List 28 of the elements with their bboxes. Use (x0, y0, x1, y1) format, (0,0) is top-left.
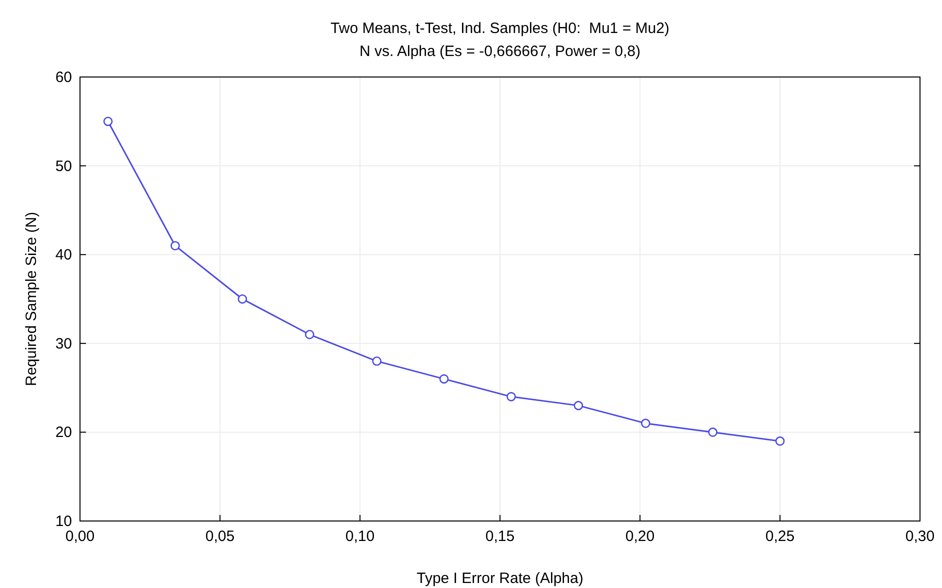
y-tick-label: 60 (55, 69, 72, 86)
point (506, 392, 516, 402)
point (304, 330, 314, 340)
x-tick-label: 0,25 (765, 528, 795, 545)
x-tick-label: 0,20 (625, 528, 655, 545)
point (103, 116, 113, 126)
point (708, 428, 718, 437)
y-tick-label: 30 (55, 335, 72, 352)
y-tick-label: 10 (55, 513, 72, 530)
chart-title: Two Means, t-Test, Ind. Samples (H0: Mu1 = Mu2) (330, 20, 670, 37)
chart-subtitle: N vs. Alpha (Es = -0,666667, Power = 0,8) (360, 43, 640, 60)
x-tick-label: 0,30 (905, 528, 935, 545)
x-axis-title: Type I Error Rate (Alpha) (416, 570, 584, 587)
y-axis-title: Required Sample Size (N) (23, 212, 40, 386)
point (574, 400, 584, 410)
y-tick-label: 50 (55, 158, 72, 175)
y-tick-label: 20 (55, 424, 72, 442)
x-tick-label: 0,15 (485, 528, 515, 545)
point (775, 436, 785, 446)
x-tick-label: 0,00 (65, 528, 95, 545)
point (439, 374, 449, 384)
point (170, 241, 180, 250)
point (640, 418, 650, 428)
x-tick-label: 0,05 (205, 528, 235, 545)
point (372, 356, 382, 366)
y-tick-label: 40 (55, 246, 72, 264)
point (238, 294, 248, 304)
x-tick-label: 0,10 (345, 528, 375, 545)
